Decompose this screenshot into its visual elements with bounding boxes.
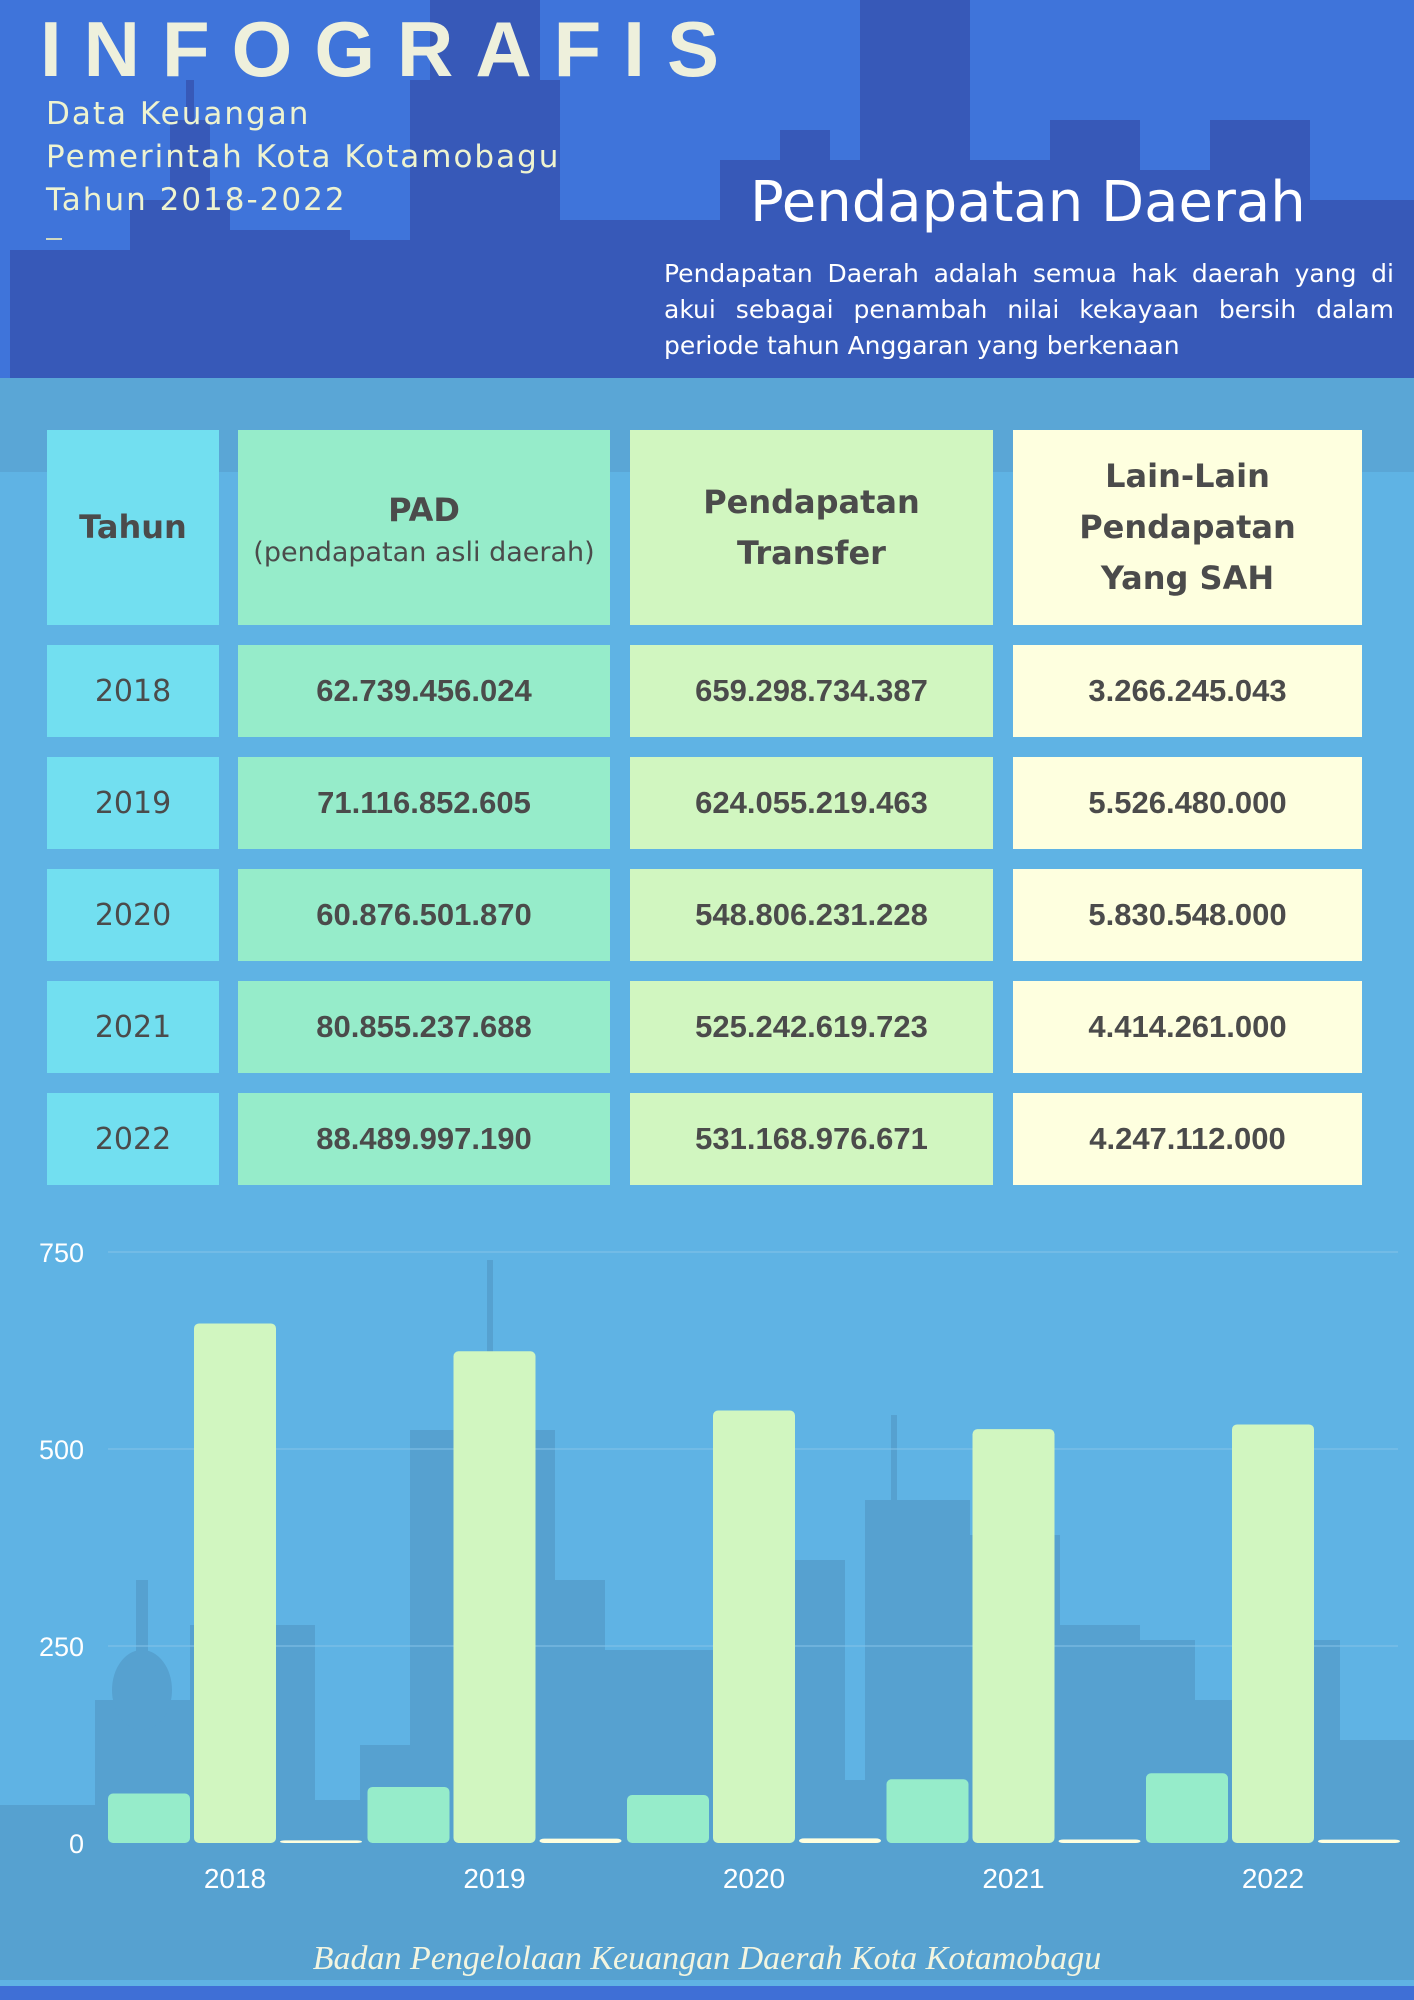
header-transfer-line-1: Pendapatan bbox=[703, 482, 920, 521]
bar-2022-series-1 bbox=[1146, 1773, 1228, 1843]
chart-bars bbox=[108, 1323, 1400, 1843]
row-pad-cell: 71.116.852.605 bbox=[238, 757, 610, 849]
row-other-cell: 4.414.261.000 bbox=[1013, 981, 1362, 1073]
y-tick-label: 250 bbox=[39, 1632, 84, 1662]
y-tick-label: 750 bbox=[39, 1238, 84, 1268]
bar-2019-series-1 bbox=[367, 1786, 450, 1843]
decorative-dash bbox=[46, 238, 62, 240]
chart-x-ticks: 2018 2019 2020 2021 2022 bbox=[204, 1863, 1304, 1894]
bar-2018-series-1 bbox=[108, 1793, 190, 1843]
row-other-cell: 5.830.548.000 bbox=[1013, 869, 1362, 961]
row-transfer-cell: 548.806.231.228 bbox=[630, 869, 993, 961]
bar-2021-series-2 bbox=[972, 1429, 1055, 1843]
skyline-illustration-top bbox=[10, 0, 1414, 378]
header-transfer: Pendapatan Transfer bbox=[630, 430, 993, 625]
header-pad-label: PAD bbox=[388, 491, 460, 529]
row-pad-cell: 60.876.501.870 bbox=[238, 869, 610, 961]
bar-2018-series-2 bbox=[194, 1323, 276, 1843]
row-year-cell: 2022 bbox=[47, 1093, 219, 1185]
y-tick-label: 500 bbox=[39, 1435, 84, 1465]
subtitle-line-3: Tahun 2018-2022 bbox=[46, 182, 347, 218]
footer-agency-name: Badan Pengelolaan Keuangan Daerah Kota K… bbox=[312, 1940, 1102, 1977]
row-pad-cell: 80.855.237.688 bbox=[238, 981, 610, 1073]
subtitle-line-1: Data Keuangan bbox=[46, 96, 311, 132]
bar-2020-series-1 bbox=[627, 1795, 709, 1843]
header-transfer-line-2: Transfer bbox=[737, 533, 886, 572]
row-other-cell: 4.247.112.000 bbox=[1013, 1093, 1362, 1185]
row-transfer-cell: 531.168.976.671 bbox=[630, 1093, 993, 1185]
header-pad-sublabel: (pendapatan asli daerah) bbox=[253, 537, 595, 568]
header-other-line-1: Lain-Lain bbox=[1105, 457, 1270, 495]
bar-2022-series-3 bbox=[1318, 1839, 1400, 1843]
header-other-line-2: Pendapatan bbox=[1079, 508, 1296, 546]
row-transfer-cell: 624.055.219.463 bbox=[630, 757, 993, 849]
x-tick-label-2018: 2018 bbox=[204, 1863, 266, 1894]
x-tick-label-2022: 2022 bbox=[1242, 1863, 1304, 1894]
row-year-cell: 2021 bbox=[47, 981, 219, 1073]
row-year-cell: 2018 bbox=[47, 645, 219, 737]
row-transfer-cell: 659.298.734.387 bbox=[630, 645, 993, 737]
x-tick-label-2020: 2020 bbox=[723, 1863, 785, 1894]
row-transfer-cell: 525.242.619.723 bbox=[630, 981, 993, 1073]
revenue-bar-chart: 0 250 500 750 2018 2019 2020 2021 2022 bbox=[0, 1238, 1414, 1980]
infographic-title: INFOGRAFIS bbox=[40, 5, 741, 93]
row-other-cell: 3.266.245.043 bbox=[1013, 645, 1362, 737]
subtitle-line-2: Pemerintah Kota Kotamobagu bbox=[46, 139, 561, 175]
header-year: Tahun bbox=[47, 430, 219, 625]
section-title: Pendapatan Daerah bbox=[750, 170, 1306, 235]
row-pad-cell: 88.489.997.190 bbox=[238, 1093, 610, 1185]
section-description: Pendapatan Daerah adalah semua hak daera… bbox=[664, 259, 1394, 360]
bar-2019-series-3 bbox=[539, 1838, 622, 1843]
row-year-cell: 2020 bbox=[47, 869, 219, 961]
x-tick-label-2019: 2019 bbox=[463, 1863, 525, 1894]
bar-2020-series-2 bbox=[713, 1410, 795, 1843]
row-year-cell: 2019 bbox=[47, 757, 219, 849]
bar-2019-series-2 bbox=[453, 1351, 536, 1843]
bottom-bar bbox=[0, 1986, 1414, 2000]
bar-2022-series-2 bbox=[1232, 1424, 1314, 1843]
bar-2021-series-3 bbox=[1058, 1839, 1141, 1843]
bar-2021-series-1 bbox=[886, 1779, 969, 1843]
header-other-line-3: Yang SAH bbox=[1100, 559, 1275, 597]
bar-2018-series-3 bbox=[280, 1840, 362, 1843]
header-year-label: Tahun bbox=[79, 508, 187, 546]
header-other: Lain-Lain Pendapatan Yang SAH bbox=[1013, 430, 1362, 625]
bar-2020-series-3 bbox=[799, 1838, 881, 1843]
row-pad-cell: 62.739.456.024 bbox=[238, 645, 610, 737]
x-tick-label-2021: 2021 bbox=[982, 1863, 1044, 1894]
header-pad: PAD (pendapatan asli daerah) bbox=[238, 430, 610, 625]
y-tick-label: 0 bbox=[69, 1829, 84, 1859]
header-banner: INFOGRAFIS Data Keuangan Pemerintah Kota… bbox=[0, 0, 1414, 378]
chart-y-ticks: 0 250 500 750 bbox=[39, 1238, 84, 1859]
row-other-cell: 5.526.480.000 bbox=[1013, 757, 1362, 849]
